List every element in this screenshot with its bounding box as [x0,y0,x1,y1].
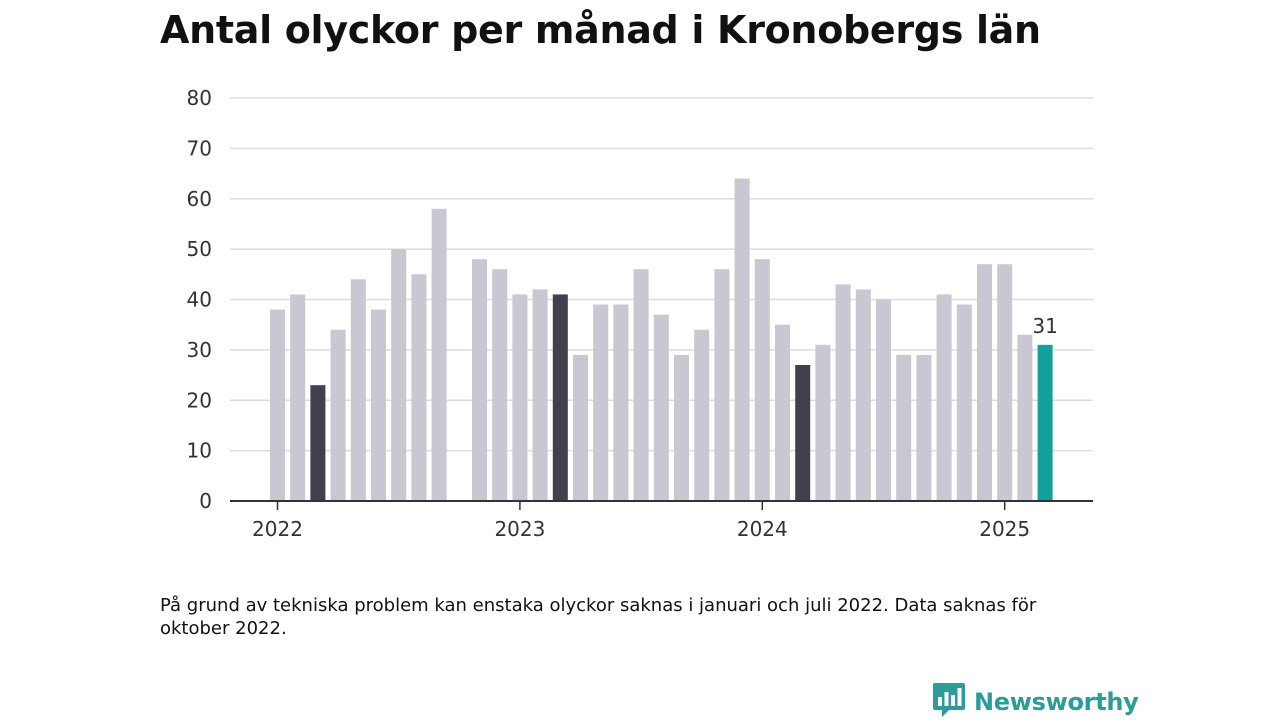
y-tick-label: 0 [199,489,212,513]
bar [734,178,750,501]
bar [411,274,427,501]
newsworthy-logo-icon [932,681,966,723]
bar [876,299,891,501]
bar [472,259,487,501]
bar [633,269,649,501]
y-tick-label: 10 [187,439,212,463]
brand-name: Newsworthy [974,688,1139,716]
data-label: 31 [1032,314,1057,338]
y-tick-label: 50 [187,237,212,261]
x-axis-ticks: 2022 2023 2024 2025 [252,501,1030,541]
bar [694,329,710,501]
bar-chart: 0 10 20 30 40 50 60 70 80 2022 2023 2024 2025 31 [187,86,1093,541]
chart-title: Antal olyckor per månad i Kronobergs län [160,8,1041,52]
y-tick-label: 70 [187,136,212,160]
bar [552,294,568,501]
bar [896,354,912,501]
bar [855,289,871,501]
bar [1017,334,1033,501]
bar [532,289,548,501]
bar [1037,344,1053,501]
bar [775,324,790,501]
x-tick-label: 2024 [737,517,788,541]
data-labels: 31 [1032,314,1057,338]
bar [795,364,811,501]
x-tick-label: 2022 [252,517,303,541]
bar [936,294,952,501]
y-tick-label: 30 [187,338,212,362]
y-tick-label: 80 [187,86,212,110]
bar [977,264,992,501]
bar [613,304,629,501]
bar [754,259,770,501]
bar [492,269,508,501]
bar [573,354,588,501]
bar [330,329,346,501]
bar [674,354,689,501]
y-tick-label: 60 [187,187,212,211]
bar [815,344,831,501]
bar [431,208,447,501]
bar [371,309,386,501]
x-tick-label: 2025 [979,517,1030,541]
brand: Newsworthy [932,682,1139,722]
y-tick-label: 20 [187,388,212,412]
bar [714,269,730,501]
bar [310,385,326,501]
bar [653,314,669,501]
x-tick-label: 2023 [494,517,545,541]
bar [593,304,609,501]
bar [270,309,285,501]
bar [512,294,528,501]
bar [956,304,972,501]
bar [391,249,407,501]
y-tick-label: 40 [187,288,212,312]
bar [997,264,1013,501]
bar [916,354,932,501]
bar [290,294,306,501]
bar [350,279,366,501]
y-axis-ticks: 0 10 20 30 40 50 60 70 80 [187,86,212,513]
bars [270,178,1053,501]
bar [835,284,851,501]
footnote: På grund av tekniska problem kan enstaka… [160,595,1037,639]
